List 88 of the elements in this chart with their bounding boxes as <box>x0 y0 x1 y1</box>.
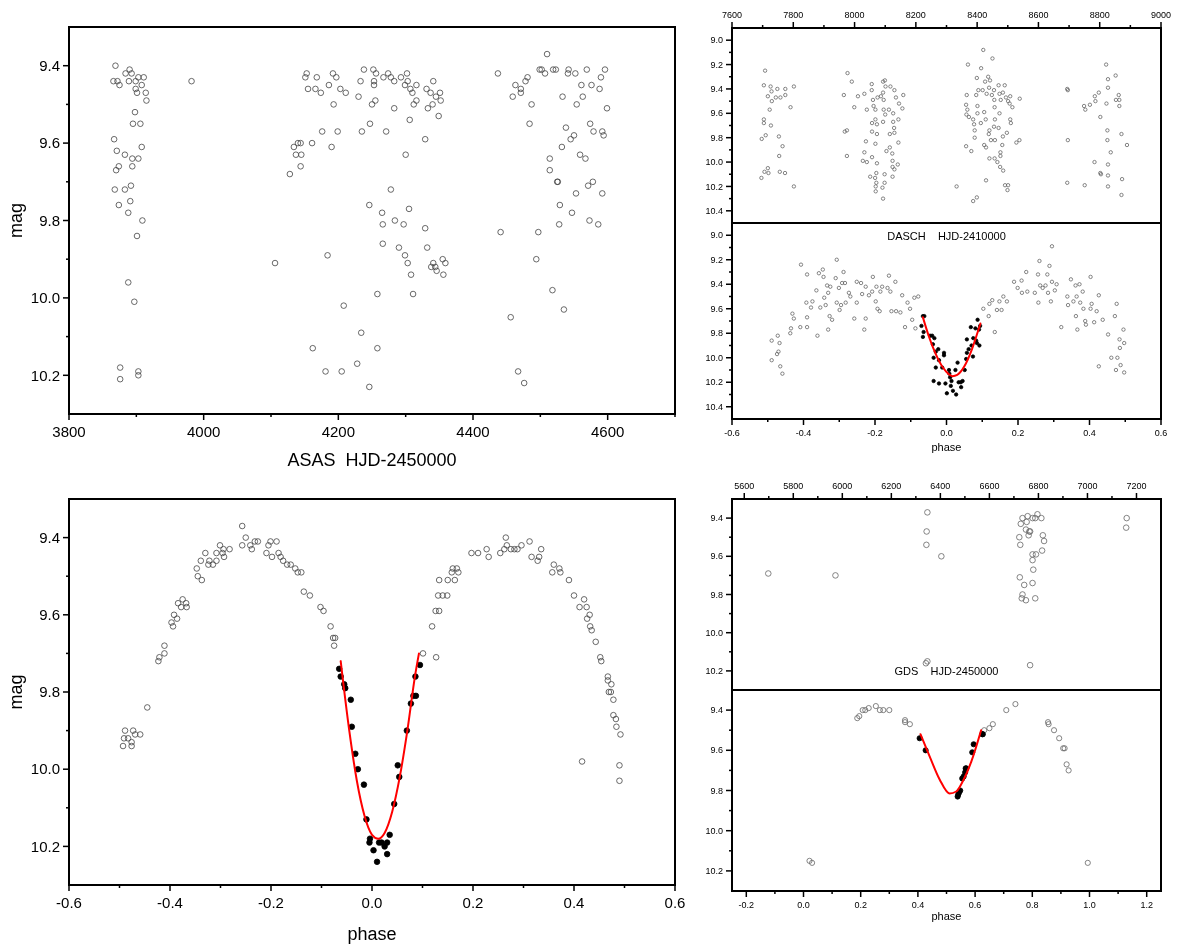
x-tick-label: 6600 <box>979 481 1000 491</box>
x-tick-label: -0.6 <box>724 428 740 438</box>
x-tick-label: 0.0 <box>797 900 810 910</box>
y-tick-label: 10.2 <box>705 181 723 192</box>
y-tick-label: 10.0 <box>30 760 60 778</box>
x-tick-label: 7800 <box>783 10 804 20</box>
x-tick-label: 8800 <box>1089 10 1110 20</box>
x-tick-label: 4000 <box>186 423 221 440</box>
x-tick-label: 0.4 <box>1083 428 1096 438</box>
y-axis-title: mag <box>6 202 26 239</box>
x-tick-label: 0.6 <box>1154 428 1168 438</box>
y-tick-label: 9.8 <box>39 683 60 701</box>
x-tick-label: -0.6 <box>56 894 82 911</box>
x-tick-label: 4200 <box>321 423 356 440</box>
x-tick-label: 0.8 <box>1026 900 1039 910</box>
x-tick-label: 0.4 <box>563 894 585 911</box>
y-tick-label: 10.0 <box>30 289 60 307</box>
y-tick-label: 9.4 <box>710 279 723 290</box>
x-tick-label: 0.0 <box>361 894 383 911</box>
x-axis-title: phase <box>931 441 962 453</box>
y-tick-label: 9.8 <box>710 785 723 796</box>
x-tick-label: 7200 <box>1126 481 1147 491</box>
x-tick-label: 0.6 <box>968 900 982 910</box>
x-tick-label: -0.4 <box>157 894 183 911</box>
y-tick-label: 10.2 <box>705 377 723 388</box>
y-tick-label: 10.2 <box>30 366 60 384</box>
x-tick-label: -0.2 <box>258 894 284 911</box>
y-tick-label: 10.0 <box>705 352 723 363</box>
x-tick-label: 8000 <box>844 10 865 20</box>
y-tick-label: 9.2 <box>710 254 723 265</box>
x-tick-label: 8400 <box>967 10 988 20</box>
y-tick-label: 9.2 <box>710 59 723 70</box>
y-tick-label: 10.2 <box>705 666 723 677</box>
y-tick-label: 9.8 <box>710 132 723 143</box>
x-tick-label: 0.2 <box>462 894 484 911</box>
y-tick-label: 10.4 <box>705 205 723 216</box>
x-tick-label: -0.2 <box>738 900 755 910</box>
y-tick-label: 10.0 <box>705 627 723 638</box>
y-tick-label: 10.2 <box>30 837 60 855</box>
y-tick-label: 9.0 <box>710 230 723 241</box>
x-tick-label: 1.0 <box>1083 900 1096 910</box>
x-tick-label: 8600 <box>1028 10 1049 20</box>
x-tick-label: 0.4 <box>911 900 925 910</box>
x-tick-label: 8200 <box>905 10 926 20</box>
y-tick-label: 9.4 <box>710 705 723 716</box>
y-tick-label: 9.0 <box>710 35 723 46</box>
y-tick-label: 9.6 <box>39 134 60 152</box>
x-tick-label: 5800 <box>783 481 804 491</box>
y-tick-label: 9.8 <box>710 589 723 600</box>
y-tick-label: 9.6 <box>39 606 60 624</box>
x-tick-label: -0.2 <box>867 428 883 438</box>
x-axis-title: DASCH HJD-2410000 <box>887 230 1006 242</box>
y-tick-label: 9.6 <box>710 745 723 756</box>
y-tick-label: 9.8 <box>39 211 60 229</box>
y-tick-label: 9.8 <box>710 328 723 339</box>
x-tick-label: 6000 <box>832 481 853 491</box>
x-tick-label: 6400 <box>930 481 951 491</box>
x-tick-label: 1.2 <box>1140 900 1153 910</box>
x-tick-label: -0.4 <box>795 428 812 438</box>
y-tick-label: 9.4 <box>710 84 723 95</box>
y-tick-label: 10.4 <box>705 401 723 412</box>
x-tick-label: 7600 <box>721 10 743 20</box>
y-tick-label: 9.6 <box>710 108 723 119</box>
x-axis-title: phase <box>347 924 397 944</box>
y-tick-label: 9.6 <box>710 551 723 562</box>
y-tick-label: 9.4 <box>710 513 723 524</box>
y-tick-label: 9.6 <box>710 303 723 314</box>
x-tick-label: 5600 <box>734 481 755 491</box>
y-tick-label: 9.4 <box>39 528 60 546</box>
x-tick-label: 0.6 <box>664 894 686 911</box>
y-tick-label: 10.0 <box>705 157 723 168</box>
x-tick-label: 9000 <box>1150 10 1172 20</box>
x-axis-title: phase <box>931 910 962 922</box>
y-tick-label: 10.2 <box>705 866 723 877</box>
x-tick-label: 0.2 <box>854 900 867 910</box>
x-tick-label: 3800 <box>52 423 86 440</box>
x-tick-label: 6800 <box>1028 481 1049 491</box>
x-tick-label: 4400 <box>456 423 490 440</box>
x-tick-label: 6200 <box>881 481 902 491</box>
x-tick-label: 7000 <box>1077 481 1098 491</box>
x-axis-title: GDS HJD-2450000 <box>894 665 999 677</box>
y-tick-label: 9.4 <box>39 56 60 74</box>
x-axis-title: ASAS HJD-2450000 <box>287 450 457 470</box>
x-tick-label: 4600 <box>590 423 625 440</box>
y-tick-label: 10.0 <box>705 825 723 836</box>
y-axis-title: mag <box>6 674 26 710</box>
x-tick-label: 0.2 <box>1011 428 1025 438</box>
x-tick-label: 0.0 <box>940 428 953 438</box>
